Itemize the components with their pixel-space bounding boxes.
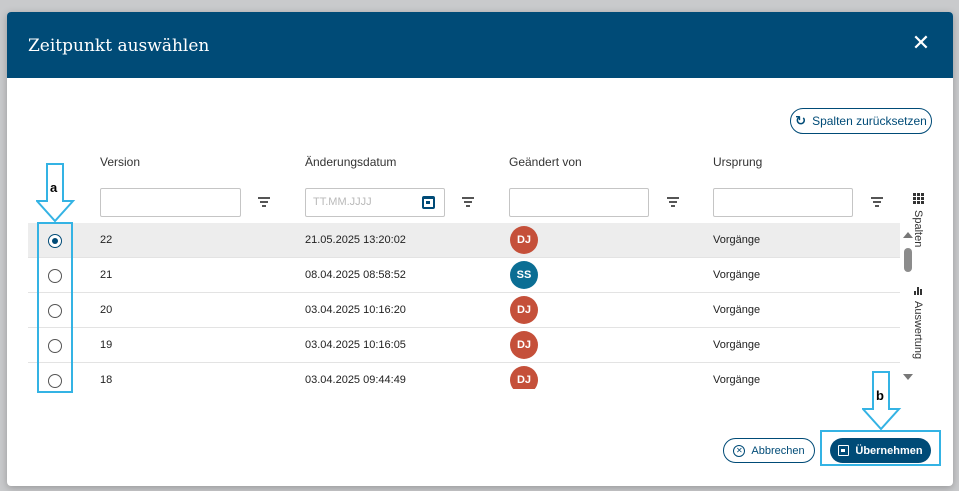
column-header-changed-by[interactable]: Geändert von bbox=[509, 155, 582, 169]
origin-cell: Vorgänge bbox=[713, 234, 761, 246]
dialog-title: Zeitpunkt auswählen bbox=[28, 36, 210, 56]
close-icon[interactable]: ✕ bbox=[911, 31, 931, 56]
column-header-change-date[interactable]: Änderungsdatum bbox=[305, 155, 397, 169]
vertical-scrollbar-thumb[interactable] bbox=[904, 248, 912, 272]
apply-label: Übernehmen bbox=[855, 444, 923, 457]
columns-tab-label: Spalten bbox=[912, 210, 924, 248]
date-filter-input[interactable]: TT.MM.JJJJ bbox=[305, 188, 445, 217]
analysis-panel-tab[interactable]: Auswertung bbox=[912, 286, 924, 359]
table-row[interactable]: 18 03.04.2025 09:44:49 DJ Vorgänge bbox=[28, 363, 900, 389]
bar-chart-icon bbox=[914, 286, 922, 295]
version-cell: 22 bbox=[100, 234, 113, 246]
arrow-a-icon bbox=[36, 163, 76, 223]
column-header-origin[interactable]: Ursprung bbox=[713, 155, 763, 169]
date-cell: 03.04.2025 09:44:49 bbox=[305, 374, 406, 386]
apply-button[interactable]: Übernehmen bbox=[830, 438, 931, 463]
changed-by-filter-input[interactable] bbox=[509, 188, 649, 217]
date-cell: 03.04.2025 10:16:20 bbox=[305, 304, 406, 316]
row-radio-button[interactable] bbox=[48, 339, 62, 353]
cancel-button[interactable]: ✕ Abbrechen bbox=[723, 438, 815, 463]
row-radio-button[interactable] bbox=[48, 374, 62, 388]
filter-icon[interactable] bbox=[461, 195, 475, 209]
origin-cell: Vorgänge bbox=[713, 374, 761, 386]
arrow-b-icon bbox=[862, 371, 902, 431]
columns-panel-tab[interactable]: Spalten bbox=[912, 193, 924, 247]
origin-cell: Vorgänge bbox=[713, 304, 761, 316]
date-cell: 03.04.2025 10:16:05 bbox=[305, 339, 406, 351]
avatar: DJ bbox=[510, 366, 538, 389]
refresh-icon: ↻ bbox=[795, 113, 807, 129]
version-filter-input[interactable] bbox=[100, 188, 241, 217]
select-timestamp-dialog: Zeitpunkt auswählen ✕ ↻ Spalten zurückse… bbox=[7, 12, 953, 486]
annotation-label-a: a bbox=[50, 180, 58, 195]
date-cell: 08.04.2025 08:58:52 bbox=[305, 269, 406, 281]
row-radio-button[interactable] bbox=[48, 269, 62, 283]
save-icon bbox=[838, 445, 850, 456]
dialog-header: Zeitpunkt auswählen ✕ bbox=[7, 12, 953, 78]
filter-icon[interactable] bbox=[870, 195, 884, 209]
grid-icon bbox=[912, 193, 924, 204]
avatar: DJ bbox=[510, 296, 538, 324]
reset-columns-button[interactable]: ↻ Spalten zurücksetzen bbox=[790, 108, 932, 134]
scroll-down-arrow[interactable] bbox=[903, 374, 913, 380]
table-row[interactable]: 19 03.04.2025 10:16:05 DJ Vorgänge bbox=[28, 328, 900, 363]
origin-filter-input[interactable] bbox=[713, 188, 853, 217]
cancel-icon: ✕ bbox=[733, 444, 746, 457]
date-filter-placeholder: TT.MM.JJJJ bbox=[313, 196, 372, 208]
avatar: DJ bbox=[510, 226, 538, 254]
analysis-tab-label: Auswertung bbox=[912, 301, 924, 360]
avatar: SS bbox=[510, 261, 538, 289]
origin-cell: Vorgänge bbox=[713, 339, 761, 351]
table-row[interactable]: 20 03.04.2025 10:16:20 DJ Vorgänge bbox=[28, 293, 900, 328]
version-cell: 20 bbox=[100, 304, 113, 316]
cancel-label: Abbrechen bbox=[751, 444, 805, 457]
radio-column-highlight bbox=[37, 222, 73, 393]
apply-button-highlight bbox=[820, 430, 941, 466]
filter-icon[interactable] bbox=[257, 195, 271, 209]
version-cell: 19 bbox=[100, 339, 113, 351]
avatar: DJ bbox=[510, 331, 538, 359]
version-cell: 18 bbox=[100, 374, 113, 386]
version-table-body: 22 21.05.2025 13:20:02 DJ Vorgänge 21 08… bbox=[28, 223, 900, 389]
annotation-label-b: b bbox=[876, 388, 884, 403]
column-header-version[interactable]: Version bbox=[100, 155, 141, 169]
scroll-up-arrow[interactable] bbox=[903, 232, 913, 238]
filter-icon[interactable] bbox=[666, 195, 680, 209]
version-cell: 21 bbox=[100, 269, 113, 281]
date-cell: 21.05.2025 13:20:02 bbox=[305, 234, 406, 246]
reset-columns-label: Spalten zurücksetzen bbox=[812, 114, 927, 128]
table-row[interactable]: 21 08.04.2025 08:58:52 SS Vorgänge bbox=[28, 258, 900, 293]
origin-cell: Vorgänge bbox=[713, 269, 761, 281]
row-radio-button[interactable] bbox=[48, 304, 62, 318]
calendar-icon[interactable] bbox=[422, 196, 435, 209]
table-row[interactable]: 22 21.05.2025 13:20:02 DJ Vorgänge bbox=[28, 223, 900, 258]
row-radio-button[interactable] bbox=[48, 234, 62, 248]
